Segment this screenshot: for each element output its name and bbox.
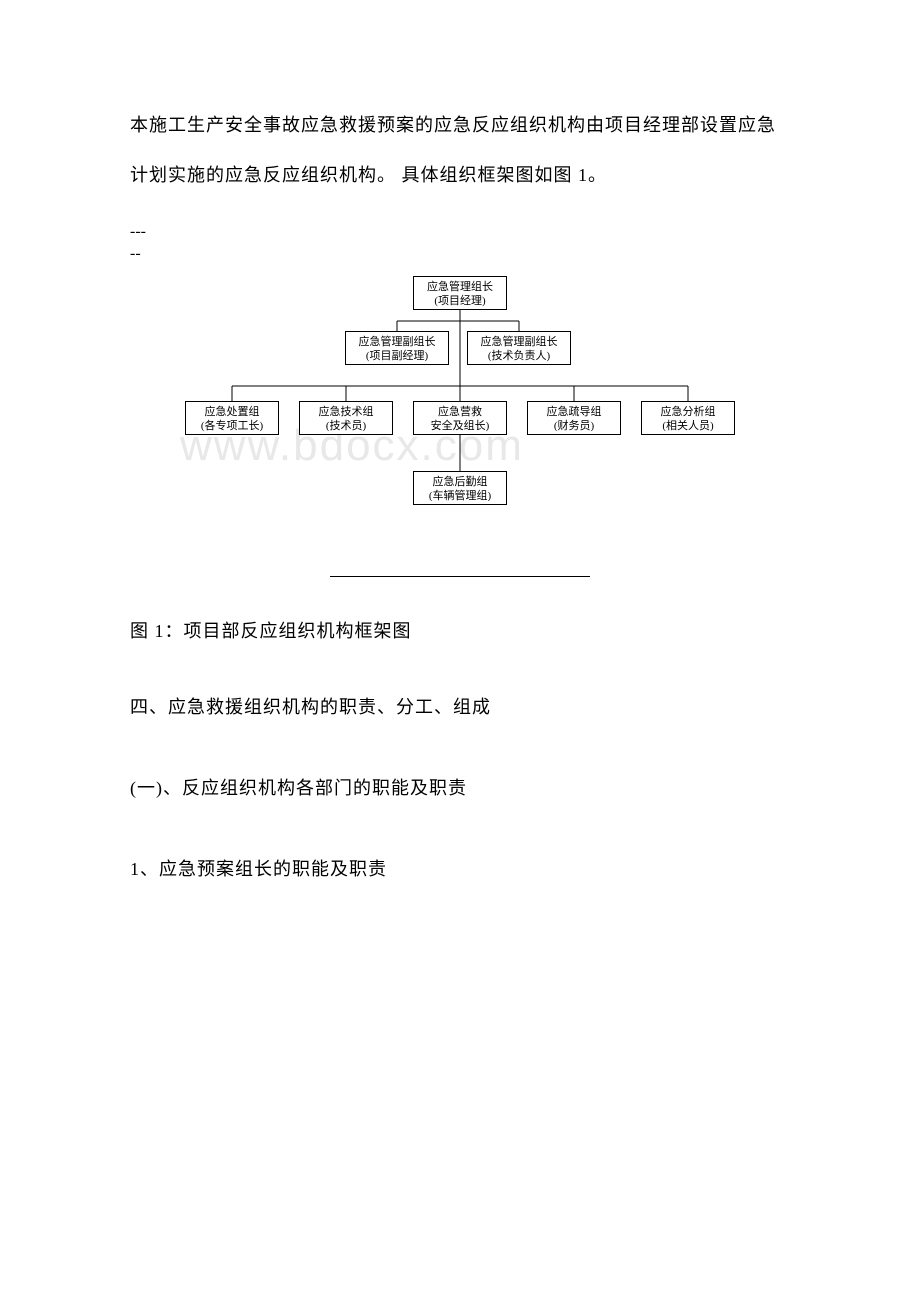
dashes-block: --- -- — [130, 221, 790, 266]
org-node-n7: 应急疏导组(财务员) — [527, 401, 621, 435]
intro-paragraph: 本施工生产安全事故应急救援预案的应急反应组织机构由项目经理部设置应急计划实施的应… — [130, 100, 790, 201]
org-node-n1: 应急管理组长(项目经理) — [413, 276, 507, 310]
org-chart: www.bdocx.com 应急管理组长(项目经理)应急管理副组长(项目副经理)… — [130, 276, 790, 536]
horizontal-divider — [330, 576, 590, 577]
figure-caption: 图 1：项目部反应组织机构框架图 — [130, 617, 790, 643]
org-node-n5: 应急技术组(技术员) — [299, 401, 393, 435]
org-node-n8: 应急分析组(相关人员) — [641, 401, 735, 435]
section-4-title: 四、应急救援组织机构的职责、分工、组成 — [130, 693, 790, 719]
org-node-n6: 应急营救安全及组长) — [413, 401, 507, 435]
dash-line-2: -- — [130, 243, 790, 265]
item-1-title: 1、应急预案组长的职能及职责 — [130, 855, 790, 881]
subsection-1-title: (一)、反应组织机构各部门的职能及职责 — [130, 774, 790, 800]
org-node-n2: 应急管理副组长(项目副经理) — [345, 331, 449, 365]
dash-line-1: --- — [130, 221, 790, 243]
org-node-n4: 应急处置组(各专项工长) — [185, 401, 279, 435]
org-node-n9: 应急后勤组(车辆管理组) — [413, 471, 507, 505]
org-node-n3: 应急管理副组长(技术负责人) — [467, 331, 571, 365]
